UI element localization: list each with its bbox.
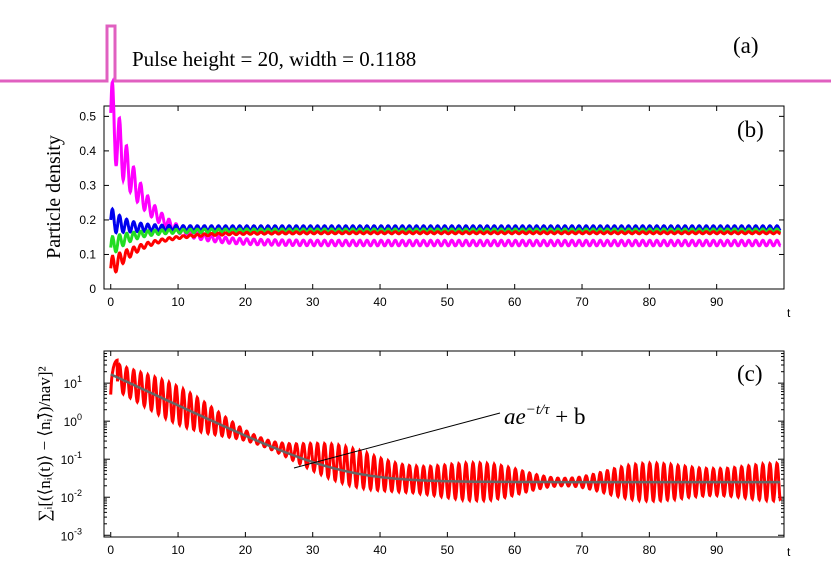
b-x-tick-label: 80: [643, 295, 657, 309]
c-y-tick-label: 100: [64, 412, 82, 429]
b-y-tick-label: 0: [89, 282, 96, 296]
pulse-waveform: [0, 24, 831, 83]
fit-curve: [110, 373, 780, 484]
fit-formula-exponent: −t/τ: [526, 402, 550, 418]
panel-c-frame: [103, 350, 785, 538]
c-x-tick-label: 0: [107, 543, 114, 557]
c-x-tick-label: 90: [710, 543, 724, 557]
c-x-tick-label: 50: [441, 543, 455, 557]
panel-b-series: [109, 77, 782, 274]
b-y-tick-label: 0.5: [79, 109, 96, 123]
b-x-tick-label: 0: [107, 295, 114, 309]
c-y-tick-exp: -2: [74, 488, 82, 498]
b-y-tick-label: 0.1: [79, 247, 96, 261]
c-y-tick-label: 10-1: [61, 450, 82, 467]
fit-formula-base: ae: [504, 404, 526, 429]
pulse-annotation: Pulse height = 20, width = 0.1188: [132, 47, 416, 71]
panel-a: Pulse height = 20, width = 0.1188 (a): [0, 24, 831, 83]
b-y-tick-label: 0.4: [79, 144, 96, 158]
c-y-tick-label: 10-3: [61, 526, 82, 543]
c-y-tick-exp: -3: [74, 526, 82, 536]
c-x-tick-label: 30: [306, 543, 320, 557]
b-x-tick-label: 50: [441, 295, 455, 309]
c-y-tick-base: 10: [64, 415, 78, 429]
b-x-tick-label: 40: [373, 295, 387, 309]
panel-c-ylabel: ∑ᵢ[(⟨nᵢ(t)⟩ − ⟨nᵢ⟩̄)/nav]²: [35, 366, 54, 521]
c-y-tick-exp: 1: [77, 374, 82, 384]
c-y-tick-label: 10-2: [61, 488, 82, 505]
c-x-tick-label: 60: [508, 543, 522, 557]
fit-pointer-line: [293, 412, 501, 469]
panel-b-frame: [103, 105, 785, 290]
panel-b: 0 10 20 30 40 50 60 70 80 90 0 0.1 0.2 0.3 0.4 0.5 Part…: [43, 77, 791, 320]
b-x-tick-label: 70: [575, 295, 589, 309]
series-variance: [109, 358, 782, 504]
b-x-tick-label: 10: [171, 295, 185, 309]
c-y-tick-base: 10: [61, 453, 75, 467]
c-x-tick-label: 10: [171, 543, 185, 557]
series-magenta: [109, 77, 782, 248]
panel-c-xlabel: t: [787, 545, 791, 559]
panel-b-xlabel: t: [787, 306, 791, 320]
panel-c-series: [109, 358, 782, 504]
c-y-tick-exp: -1: [74, 450, 82, 460]
panel-b-ylabel: Particle density: [43, 135, 65, 259]
b-x-tick-label: 60: [508, 295, 522, 309]
c-y-tick-base: 10: [61, 529, 75, 543]
fit-formula-label: ae−t/τ + b: [504, 402, 586, 429]
b-y-tick-label: 0.3: [79, 178, 96, 192]
series-red: [109, 230, 782, 274]
c-x-tick-label: 80: [643, 543, 657, 557]
c-y-tick-base: 10: [61, 491, 75, 505]
c-x-tick-label: 40: [373, 543, 387, 557]
panel-c-label: (c): [737, 361, 763, 386]
c-y-tick-label: 101: [64, 374, 82, 391]
fit-formula-tail: + b: [550, 404, 586, 429]
panel-a-label: (a): [733, 33, 759, 58]
c-y-tick-exp: 0: [77, 412, 82, 422]
b-x-tick-label: 90: [710, 295, 724, 309]
b-x-tick-label: 30: [306, 295, 320, 309]
c-x-tick-label: 20: [239, 543, 253, 557]
panel-b-label: (b): [737, 117, 764, 142]
b-x-tick-label: 20: [239, 295, 253, 309]
c-y-tick-base: 10: [64, 377, 78, 391]
panel-b-ticks: 0 10 20 30 40 50 60 70 80 90 0 0.1 0.2 0.3 0.4 0.5: [79, 106, 784, 309]
c-x-tick-label: 70: [575, 543, 589, 557]
b-y-tick-label: 0.2: [79, 213, 96, 227]
